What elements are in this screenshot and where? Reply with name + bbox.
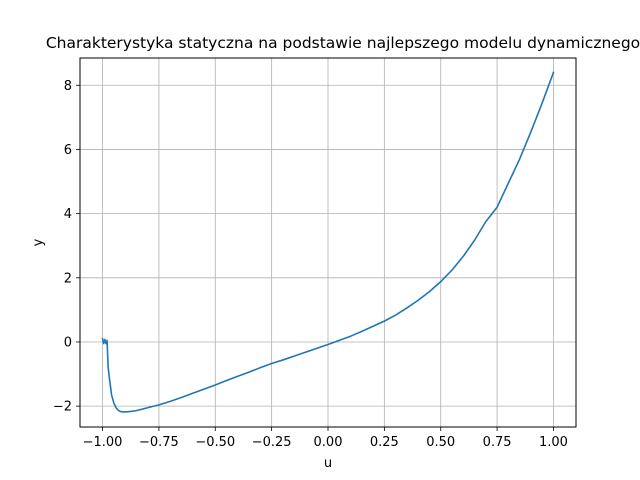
x-tick-label: 1.00 bbox=[539, 435, 568, 450]
y-tick-label: 8 bbox=[64, 79, 72, 94]
grid bbox=[80, 58, 576, 427]
x-tick-label: 0.75 bbox=[483, 435, 512, 450]
x-tick-label: 0.00 bbox=[314, 435, 343, 450]
x-tick-label: −0.75 bbox=[139, 435, 179, 450]
y-tick-label: 0 bbox=[64, 335, 72, 350]
y-tick-label: −2 bbox=[53, 400, 72, 415]
x-tick-label: −0.25 bbox=[252, 435, 292, 450]
x-axis-label: u bbox=[324, 456, 332, 471]
x-tick-label: −0.50 bbox=[195, 435, 235, 450]
x-tick-label: −1.00 bbox=[83, 435, 123, 450]
y-axis: −2 0 2 4 6 8 bbox=[53, 79, 80, 415]
y-axis-label: y bbox=[31, 238, 46, 246]
y-tick-label: 4 bbox=[64, 207, 72, 222]
series-layer bbox=[101, 71, 555, 413]
chart-title: Charakterystyka statyczna na podstawie n… bbox=[46, 34, 640, 52]
x-tick-label: 0.50 bbox=[426, 435, 455, 450]
y-tick-label: 2 bbox=[64, 271, 72, 286]
x-axis: −1.00 −0.75 −0.50 −0.25 0.00 0.25 0.50 0.75 1.00 bbox=[83, 427, 568, 450]
y-tick-label: 6 bbox=[64, 143, 72, 158]
series-line bbox=[101, 71, 555, 413]
x-tick-label: 0.25 bbox=[370, 435, 399, 450]
